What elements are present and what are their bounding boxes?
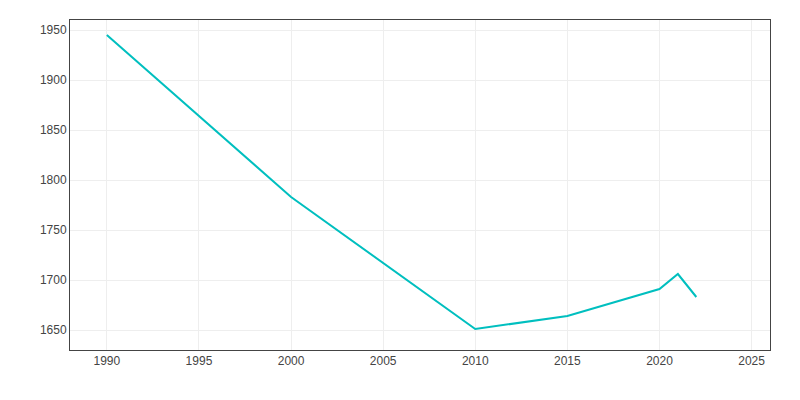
svg-text:1950: 1950 <box>40 23 67 37</box>
svg-text:2025: 2025 <box>738 354 765 368</box>
svg-text:2005: 2005 <box>370 354 397 368</box>
svg-text:1850: 1850 <box>40 123 67 137</box>
svg-text:1750: 1750 <box>40 223 67 237</box>
svg-text:1650: 1650 <box>40 323 67 337</box>
svg-text:2020: 2020 <box>646 354 673 368</box>
svg-text:1900: 1900 <box>40 73 67 87</box>
svg-text:1700: 1700 <box>40 273 67 287</box>
svg-text:2010: 2010 <box>462 354 489 368</box>
svg-text:1800: 1800 <box>40 173 67 187</box>
svg-text:2000: 2000 <box>278 354 305 368</box>
svg-text:1995: 1995 <box>186 354 213 368</box>
svg-text:2015: 2015 <box>554 354 581 368</box>
svg-text:1990: 1990 <box>93 354 120 368</box>
